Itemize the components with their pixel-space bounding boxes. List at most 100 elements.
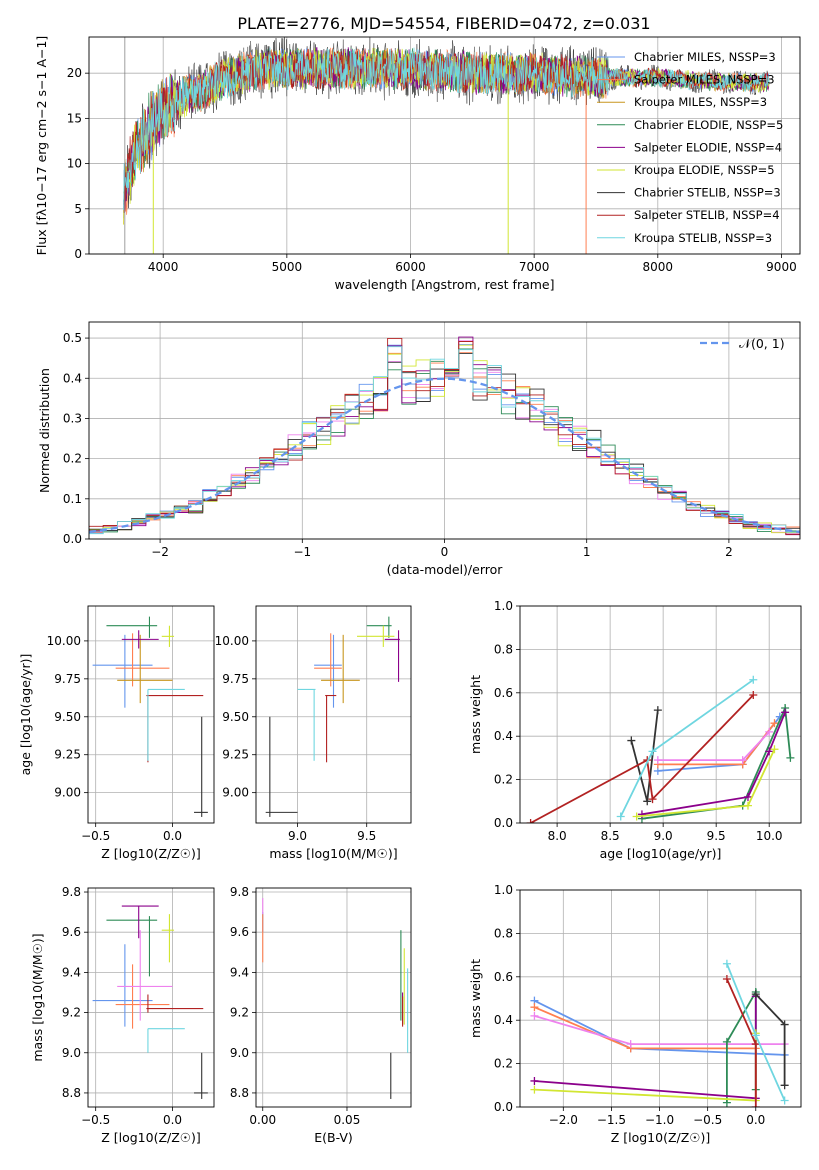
errorbar-point [92,944,153,1027]
x-tick-label: 8.0 [548,829,567,843]
x-axis-label: Z [log10(Z/Z☉)] [101,1130,201,1145]
y-tick-label: 0.4 [494,729,513,743]
errorbar-point [115,964,170,1029]
errorbars [265,616,400,817]
y-tick-label: 0.0 [494,1100,513,1114]
x-tick-label: 0.00 [249,1113,276,1127]
x-tick-label: 9.5 [357,829,376,843]
x-tick-label: 9.0 [288,829,307,843]
weight-marker [749,690,758,699]
weight-marker [722,1037,731,1046]
x-tick-label: 2 [725,545,733,559]
errorbar-point [106,616,158,638]
y-tick-label: 9.8 [62,885,81,899]
mass-vs-metallicity-panel: −0.5 0.0 8.8 9.0 9.2 9.4 9.6 9.8 Z [log10(Z/Z☉)]… [30,885,215,1145]
y-tick-label: 0.2 [63,452,82,466]
x-tick-label: 0.05 [334,1113,361,1127]
legend-label: Salpeter STELIB, NSSP=4 [634,208,780,222]
x-tick-label: 9.0 [654,829,673,843]
errorbar-point [314,633,342,687]
errorbar-point [147,688,185,761]
x-axis-label: Z [log10(Z/Z☉)] [101,846,201,861]
x-tick-label: 6000 [395,260,426,274]
weight-marker [765,727,774,736]
y-tick-label: 0.4 [63,371,82,385]
errorbar-point [265,716,298,817]
y-tick-label: 5 [74,202,82,216]
age-vs-mass-panel: 9.0 9.5 9.00 9.25 9.50 9.75 10.00 mass [log10(M… [215,605,412,861]
y-tick-label: 8.8 [62,1086,81,1100]
y-tick-label: 9.0 [230,1046,249,1060]
x-tick-label: −2.0 [549,1113,578,1127]
x-tick-label: 0.0 [163,1113,182,1127]
spectrum-lines [123,37,770,254]
errorbars [92,616,208,817]
x-axis-label: Z [log10(Z/Z☉)] [611,1130,711,1145]
massweight-vs-age-panel: 8.0 8.5 9.0 9.5 10.0 0.0 0.2 0.4 0.6 0.8 1.0 age [l… [468,599,802,861]
y-axis-label: mass weight [468,675,483,754]
y-tick-label: 0.5 [63,331,82,345]
y-tick-label: 0.2 [494,1057,513,1071]
y-tick-label: 9.2 [62,1006,81,1020]
weight-marker [749,675,758,684]
y-tick-label: 0.1 [63,492,82,506]
x-tick-label: 0 [441,545,449,559]
weight-series-line [530,694,754,823]
weight-marker [653,756,662,765]
errorbar-point [161,625,175,647]
legend-label: Chabrier MILES, NSSP=3 [634,50,776,64]
y-tick-label: 9.00 [222,786,249,800]
x-axis-label: wavelength [Angstrom, rest frame] [334,277,554,292]
errorbar-point [117,930,173,1021]
weight-marker [743,801,752,810]
weight-marker [526,819,535,823]
axes-frame [87,887,215,1108]
weight-marker [627,736,636,745]
weight-lines [530,959,789,1107]
legend-label: Kroupa ELODIE, NSSP=5 [634,163,775,177]
x-tick-label: 9000 [766,260,797,274]
weight-marker [743,792,752,801]
weight-marker [616,812,625,821]
x-tick-label: −1.5 [597,1113,626,1127]
y-tick-label: 0.4 [494,1013,513,1027]
weight-series-line [534,1006,756,1050]
y-tick-label: 0.0 [63,532,82,546]
x-tick-label: −1 [293,545,311,559]
figure-title: PLATE=2776, MJD=54554, FIBERID=0472, z=0… [237,14,650,33]
weight-marker [653,706,662,715]
weight-marker [530,1085,539,1094]
x-tick-label: −0.5 [81,829,110,843]
weight-marker [648,795,657,804]
legend-label: Chabrier ELODIE, NSSP=5 [634,118,783,132]
x-tick-label: 5000 [272,260,303,274]
y-axis-label: Flux [fλ10−17 erg cm−2 s−1 A−1] [34,36,49,256]
spectrum-panel: 4000 5000 6000 7000 8000 9000 0 5 10 15 20 waveleng… [34,36,801,292]
y-tick-label: 10 [67,157,82,171]
weight-marker [722,959,731,968]
legend-label: 𝒩(0, 1) [739,336,785,351]
massweight-vs-metallicity-panel: −2.0 −1.5 −1.0 −0.5 0.0 0.0 0.2 0.4 0.6 0.8 1.0 Z [… [468,883,802,1145]
weight-marker [780,1081,789,1090]
y-tick-label: 9.6 [62,925,81,939]
y-axis-label: Normed distribution [37,368,52,493]
errorbar-point [194,1052,208,1099]
weight-series-line [534,996,757,1100]
errorbar-point [115,633,170,687]
y-tick-label: 9.6 [230,925,249,939]
errorbars [262,898,409,1099]
weight-series-line [726,988,757,1103]
x-tick-label: −0.5 [81,1113,110,1127]
histogram-steps [89,336,800,538]
errorbar-point [314,634,342,708]
errorbar-point [121,905,159,939]
y-tick-label: 20 [67,66,82,80]
errorbar-point [106,916,158,977]
axes-frame [255,887,412,1108]
legend-label: Salpeter ELODIE, NSSP=4 [634,140,782,154]
y-tick-label: 9.25 [222,748,249,762]
x-axis-label: mass [log10(M/M☉)] [269,846,397,861]
y-tick-label: 9.0 [62,1046,81,1060]
weight-marker [780,1096,789,1105]
